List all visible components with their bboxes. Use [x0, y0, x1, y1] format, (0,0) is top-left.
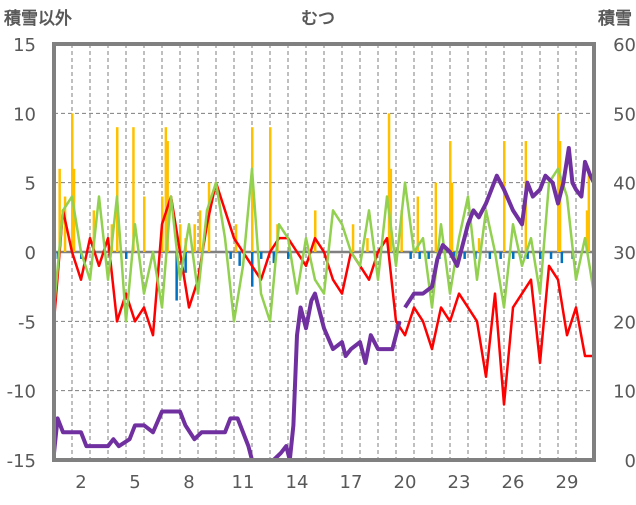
blue-bar: [260, 252, 263, 259]
x-tick-label: 2: [75, 472, 86, 493]
x-tick-label: 14: [286, 472, 309, 493]
yellow-bar: [351, 224, 355, 252]
blue-bar: [175, 252, 178, 301]
yellow-bar: [143, 196, 146, 252]
yellow-bar: [198, 210, 202, 252]
blue-bar: [238, 252, 241, 266]
x-tick-label: 11: [232, 472, 255, 493]
yellow-bar: [132, 127, 135, 252]
yellow-bar: [477, 238, 481, 252]
blue-bar: [287, 252, 290, 259]
snow-depth-line: [403, 146, 596, 309]
yellow-bar: [449, 141, 452, 252]
blue-bar: [418, 252, 421, 259]
blue-bar: [229, 252, 232, 259]
yellow-bar: [179, 224, 182, 252]
x-tick-label: 23: [448, 472, 471, 493]
right-tick-label: 10: [613, 382, 636, 403]
blue-bar: [251, 252, 254, 287]
blue-bar: [549, 252, 553, 259]
yellow-bar: [400, 210, 403, 252]
right-axis-label: 積雪: [598, 8, 632, 29]
yellow-bar: [193, 224, 196, 252]
yellow-bar: [434, 182, 438, 252]
x-tick-label: 8: [183, 472, 194, 493]
chart-title: むつ: [301, 9, 335, 29]
yellow-bar: [557, 113, 560, 252]
yellow-bar: [166, 141, 169, 252]
yellow-bar: [234, 224, 238, 252]
blue-bar: [427, 252, 430, 259]
yellow-bar: [416, 196, 420, 252]
right-tick-label: 40: [613, 174, 636, 195]
blue-bar: [560, 252, 564, 264]
left-tick-label: 0: [25, 243, 36, 264]
x-tick-label: 5: [129, 472, 140, 493]
left-tick-label: 10: [13, 104, 36, 125]
green-series-line: [52, 167, 596, 323]
yellow-bar: [366, 238, 369, 252]
red-series-line: [52, 181, 594, 406]
blue-bar: [409, 252, 412, 259]
yellow-bar: [58, 168, 61, 252]
yellow-bar: [116, 127, 119, 252]
yellow-bar: [585, 210, 589, 252]
right-tick-label: 20: [613, 312, 636, 333]
left-tick-label: -5: [18, 312, 36, 333]
left-tick-label: 5: [25, 174, 36, 195]
blue-bar: [184, 252, 187, 273]
left-tick-label: 15: [13, 35, 36, 56]
blue-bar: [539, 252, 542, 259]
yellow-bar: [450, 182, 454, 252]
left-tick-label: -10: [7, 382, 36, 403]
x-tick-label: 26: [502, 472, 525, 493]
plot-frame: [52, 42, 596, 462]
yellow-bar: [269, 127, 272, 252]
right-tick-label: 60: [613, 35, 636, 56]
yellow-bar: [389, 168, 393, 252]
blue-bar: [125, 252, 128, 259]
x-tick-label: 20: [394, 472, 417, 493]
yellow-bar: [587, 168, 591, 252]
left-axis-label: 積雪以外: [4, 8, 72, 29]
yellow-bar: [164, 127, 168, 252]
blue-bar: [463, 252, 466, 259]
right-tick-label: 0: [625, 451, 636, 472]
left-tick-label: -15: [7, 451, 36, 472]
yellow-bar: [71, 113, 74, 252]
blue-bar: [526, 252, 529, 259]
right-tick-label: 50: [613, 104, 636, 125]
yellow-bar: [387, 113, 391, 252]
blue-bar: [488, 252, 492, 259]
snow-depth-line: [52, 291, 402, 462]
blue-bar: [272, 252, 276, 264]
x-tick-label: 17: [340, 472, 363, 493]
yellow-bar: [314, 210, 317, 252]
yellow-bar: [503, 141, 506, 252]
x-tick-label: 29: [556, 472, 579, 493]
right-tick-label: 30: [613, 243, 636, 264]
blue-bar: [499, 252, 502, 259]
blue-bar: [512, 252, 515, 259]
yellow-bar: [92, 210, 96, 252]
